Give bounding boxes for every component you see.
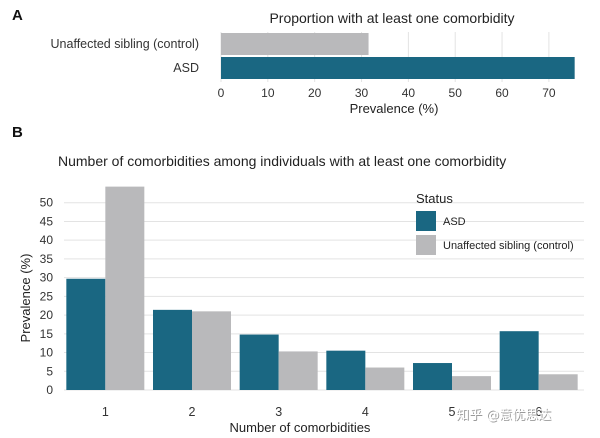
panel-b-letter: B [12, 124, 23, 141]
panel-b-y-tick-label: 30 [40, 271, 54, 285]
legend-title: Status [416, 191, 453, 206]
watermark-shadow: 知乎 @意优思达 [457, 408, 552, 424]
panel-b-x-tick-label: 3 [275, 405, 282, 419]
panel-a-letter: A [12, 7, 23, 24]
watermark: 知乎 @意优思达 [456, 407, 551, 423]
panel-b-x-tick-label: 4 [362, 405, 369, 419]
panel-b-y-tick-label: 10 [40, 346, 54, 360]
panel-b-bar-asd [326, 350, 366, 390]
panel-b-bar-control [278, 351, 318, 390]
panel-b-x-tick-label: 2 [189, 405, 196, 419]
panel-a-category-label: ASD [173, 61, 199, 75]
panel-b-x-tick-label: 1 [102, 405, 109, 419]
panel-b-y-tick-label: 45 [40, 214, 54, 228]
panel-a-category-label: Unaffected sibling (control) [51, 37, 199, 51]
panel-b-y-tick-label: 20 [40, 308, 54, 322]
panel-b-bar-asd [239, 334, 279, 390]
panel-b-bar-asd [153, 309, 192, 390]
panel-a-x-tick-label: 70 [542, 86, 556, 100]
panel-b-x-tick-label: 5 [449, 405, 456, 419]
panel-b-y-tick-label: 15 [40, 327, 54, 341]
panel-b-x-axis-title: Number of comorbidities [230, 420, 371, 435]
panel-b-bar-asd [66, 278, 106, 390]
panel-a-bar [221, 33, 369, 55]
panel-a-bar [221, 57, 575, 79]
panel-b-bar-control [452, 376, 491, 390]
panel-b-bar-control [192, 311, 231, 390]
panel-a-x-tick-label: 0 [218, 86, 225, 100]
legend-swatch-control [416, 235, 436, 255]
panel-b-y-tick-label: 40 [40, 233, 54, 247]
panel-a-title: Proportion with at least one comorbidity [269, 10, 514, 26]
panel-b-bar-control [365, 367, 405, 390]
panel-a-x-tick-label: 50 [449, 86, 463, 100]
legend-label: ASD [443, 216, 466, 228]
panel-a-x-tick-label: 30 [355, 86, 369, 100]
panel-b-bar-asd [499, 331, 539, 390]
panel-a-x-tick-label: 10 [261, 86, 275, 100]
panel-b-y-tick-label: 0 [46, 383, 53, 397]
panel-b-y-tick-label: 50 [40, 196, 54, 210]
legend-label: Unaffected sibling (control) [443, 240, 574, 252]
panel-b-bar-control [538, 374, 578, 390]
panel-b-bar-control [105, 186, 145, 390]
panel-b-y-axis-title: Prevalence (%) [18, 254, 33, 343]
panel-a-x-axis-title: Prevalence (%) [350, 101, 439, 116]
panel-b-bar-asd [413, 363, 452, 390]
panel-a-x-tick-label: 40 [402, 86, 416, 100]
panel-b-y-tick-label: 5 [46, 364, 53, 378]
panel-b-title: Number of comorbidities among individual… [58, 153, 506, 169]
panel-a-x-tick-label: 60 [495, 86, 509, 100]
panel-b-y-tick-label: 35 [40, 252, 54, 266]
panel-b-x-tick-label: 6 [535, 405, 542, 419]
panel-b-y-tick-label: 25 [40, 289, 54, 303]
legend-swatch-asd [416, 211, 436, 231]
panel-a-x-tick-label: 20 [308, 86, 322, 100]
